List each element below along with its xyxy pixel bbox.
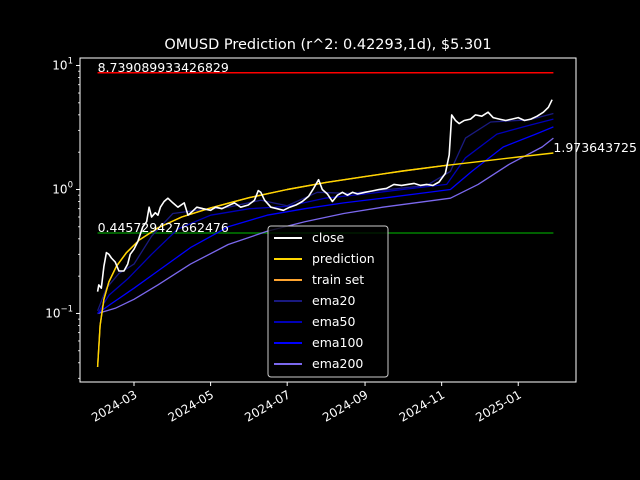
y-tick-exponent-0: −1: [60, 304, 73, 314]
series-ema20: [96, 112, 554, 312]
legend-label-ema100: ema100: [312, 335, 363, 350]
series-ema200: [97, 137, 554, 315]
series-ema50: [97, 118, 554, 314]
series-close: [96, 99, 553, 292]
y-tick-label-2: 101: [52, 57, 73, 73]
legend-label-close: close: [312, 230, 345, 245]
chart-title: OMUSD Prediction (r^2: 0.42293,1d), $5.3…: [164, 37, 491, 53]
x-tick-label-1: 2024-05: [166, 387, 216, 424]
annotation-2: 1.973643725: [553, 140, 637, 155]
plot-frame: [79, 57, 577, 383]
y-tick-label-0: 10−1: [45, 304, 73, 320]
x-tick-label-2: 2024-07: [242, 387, 292, 424]
legend-label-ema20: ema20: [312, 293, 355, 308]
y-tick-exponent-2: 1: [68, 57, 73, 67]
series-prediction: [96, 152, 554, 368]
y-tick-exponent-1: 0: [68, 180, 73, 190]
x-tick-label-3: 2024-09: [320, 387, 370, 424]
legend-label-train-set: train set: [312, 272, 364, 287]
x-tick-label-5: 2025-01: [473, 387, 523, 424]
y-tick-label-1: 100: [52, 180, 73, 196]
x-tick-label-0: 2024-03: [89, 387, 139, 424]
annotation-0: 8.739089933426829: [98, 60, 229, 75]
legend-label-ema200: ema200: [312, 356, 363, 371]
legend-box: [267, 225, 389, 378]
legend-label-prediction: prediction: [312, 251, 375, 266]
legend-label-ema50: ema50: [312, 314, 355, 329]
series-ema100: [97, 126, 554, 315]
x-tick-label-4: 2024-11: [397, 387, 447, 424]
annotation-1: 0.445729427662476: [98, 220, 229, 235]
